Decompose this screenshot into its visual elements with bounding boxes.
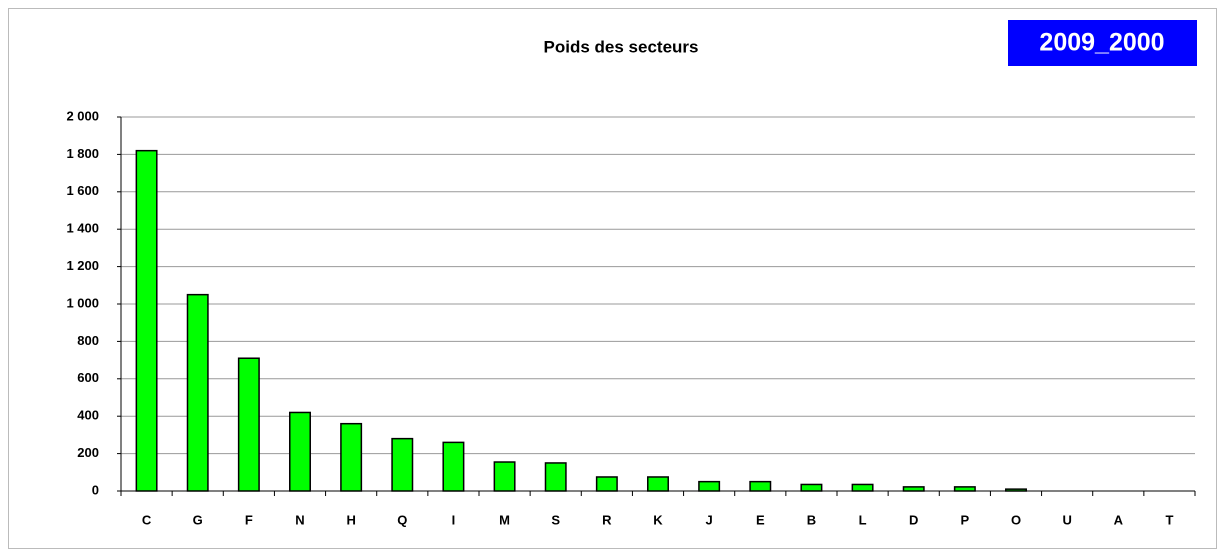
bar [595,476,618,492]
bar [902,486,925,492]
bar [340,422,363,492]
bar [647,476,669,492]
y-tick-label: 0 [92,482,99,497]
badge [1008,20,1197,66]
x-tick-label: R [602,512,612,527]
x-tick-label: N [295,512,304,527]
badge-text: 2009_2000 [1039,29,1164,57]
bar [135,149,158,492]
y-tick-label: 1 600 [66,183,99,198]
bar [237,357,260,492]
bar [749,480,772,492]
bar [1005,488,1027,492]
bar [289,411,311,492]
bar [442,441,465,492]
y-tick-label: 1 200 [66,258,99,273]
x-tick-label: B [807,512,816,527]
x-tick-label: I [452,512,456,527]
bar [391,437,414,492]
x-tick-label: K [653,512,663,527]
y-tick-label: 1 000 [66,295,99,310]
x-tick-label: C [142,512,152,527]
y-tick-label: 200 [77,445,99,460]
x-tick-label: G [193,512,203,527]
chart-title: Poids des secteurs [544,37,699,56]
x-tick-label: M [499,512,510,527]
x-tick-label: P [961,512,970,527]
y-tick-label: 1 400 [66,221,99,236]
y-tick-label: 800 [77,333,99,348]
x-tick-label: L [859,512,867,527]
bar [493,461,516,492]
x-tick-label: Q [397,512,407,527]
bar [544,462,567,492]
bar [953,486,976,492]
bar [186,293,209,492]
x-tick-label: E [756,512,765,527]
y-tick-label: 600 [77,370,99,385]
bar [800,483,823,492]
x-tick-label: H [346,512,355,527]
x-tick-label: O [1011,512,1021,527]
x-tick-label: J [706,512,713,527]
bar [851,483,874,492]
bar [698,480,721,492]
x-tick-label: A [1114,512,1124,527]
x-tick-label: U [1062,512,1071,527]
y-tick-label: 400 [77,408,99,423]
x-tick-label: D [909,512,918,527]
y-tick-label: 1 800 [66,146,99,161]
y-tick-label: 2 000 [66,108,99,123]
x-tick-label: T [1165,512,1173,527]
x-tick-label: F [245,512,253,527]
chart-frame [8,8,1217,549]
x-tick-label: S [551,512,560,527]
